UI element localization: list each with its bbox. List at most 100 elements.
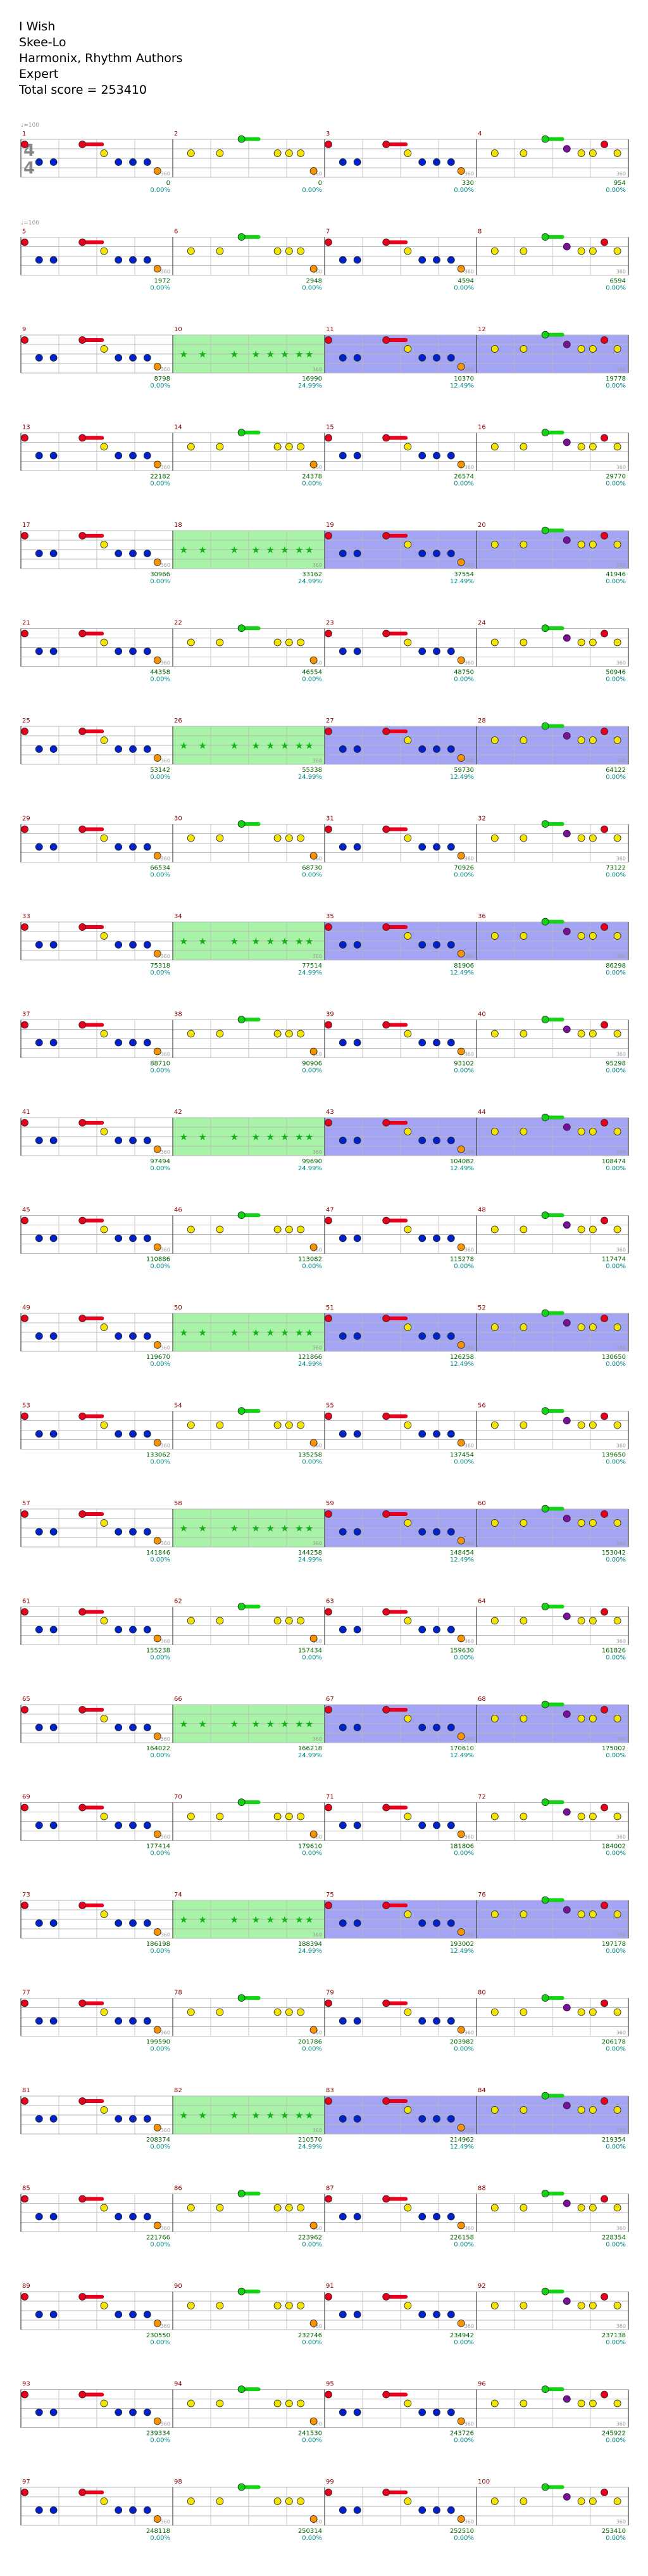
blue-note bbox=[433, 451, 440, 460]
measure-sublabel: 360 bbox=[464, 1149, 474, 1155]
blue-note bbox=[35, 1430, 43, 1438]
purple-note bbox=[563, 1710, 571, 1718]
red-sustain bbox=[82, 2197, 104, 2201]
yellow-note bbox=[490, 2106, 499, 2114]
yellow-note bbox=[404, 2399, 412, 2408]
red-note bbox=[78, 1608, 87, 1616]
measure-sublabel: 360 bbox=[313, 171, 322, 177]
orange-note bbox=[309, 1243, 318, 1251]
measure-number: 47 bbox=[326, 1207, 334, 1214]
yellow-note bbox=[577, 1421, 585, 1429]
measure-percent: 0.00% bbox=[150, 2144, 170, 2150]
blue-note bbox=[447, 2213, 455, 2221]
blue-note bbox=[447, 745, 455, 753]
blue-note bbox=[353, 941, 361, 949]
blue-note bbox=[339, 1137, 347, 1144]
measure-percent: 0.00% bbox=[302, 2437, 322, 2444]
blue-note bbox=[339, 158, 347, 166]
blue-note bbox=[35, 843, 43, 851]
red-note bbox=[325, 2390, 332, 2399]
measure-number: 52 bbox=[478, 1304, 486, 1311]
measure-percent: 24.99% bbox=[298, 2144, 322, 2150]
measure-score: 181806 bbox=[450, 1843, 474, 1850]
measure-number: 2 bbox=[174, 130, 178, 137]
red-sustain bbox=[82, 240, 104, 244]
measure-score: 226158 bbox=[450, 2235, 474, 2242]
yellow-note bbox=[297, 443, 304, 451]
green-note bbox=[541, 820, 549, 828]
yellow-note bbox=[100, 1519, 108, 1527]
red-sustain bbox=[82, 1316, 104, 1320]
yellow-note bbox=[100, 834, 108, 842]
measure-score: 66534 bbox=[150, 865, 170, 872]
purple-note bbox=[563, 2493, 571, 2501]
red-sustain bbox=[82, 1512, 104, 1516]
yellow-note bbox=[577, 1910, 585, 1918]
measure-number: 15 bbox=[326, 424, 334, 431]
measure-number: 55 bbox=[326, 1403, 334, 1410]
purple-note bbox=[563, 341, 571, 348]
green-note bbox=[237, 1603, 246, 1611]
red-sustain bbox=[82, 534, 104, 538]
yellow-note bbox=[187, 2204, 195, 2212]
blue-note bbox=[353, 647, 361, 655]
red-sustain bbox=[82, 2392, 104, 2397]
measure-score: 88710 bbox=[150, 1061, 170, 1068]
red-note bbox=[382, 2195, 390, 2203]
yellow-note bbox=[577, 1323, 585, 1331]
measure-score: 219354 bbox=[602, 2137, 626, 2144]
yellow-note bbox=[520, 1030, 528, 1038]
blue-note bbox=[143, 1821, 151, 1829]
yellow-note bbox=[285, 1812, 293, 1821]
blue-note bbox=[143, 2213, 151, 2221]
yellow-note bbox=[404, 932, 412, 940]
yellow-note bbox=[589, 345, 597, 353]
star-note: ★ bbox=[305, 2109, 313, 2121]
red-sustain bbox=[386, 534, 408, 538]
yellow-note bbox=[613, 345, 621, 353]
star-note: ★ bbox=[230, 1522, 238, 1534]
measure-sublabel: 360 bbox=[464, 171, 474, 177]
blue-note bbox=[49, 2506, 58, 2514]
measure-sublabel: 360 bbox=[616, 660, 626, 666]
blue-note bbox=[115, 1919, 123, 1927]
measure-sublabel: 360 bbox=[616, 562, 626, 568]
measure-sublabel: 360 bbox=[161, 1639, 170, 1645]
orange-note bbox=[457, 559, 465, 566]
measure-score: 203982 bbox=[450, 2039, 474, 2046]
measure-number: 82 bbox=[174, 2087, 182, 2094]
star-note: ★ bbox=[252, 1914, 260, 1925]
measure-percent: 0.00% bbox=[150, 2046, 170, 2053]
measure-score: 237138 bbox=[602, 2332, 626, 2339]
blue-note bbox=[129, 1626, 137, 1634]
yellow-note bbox=[216, 1225, 224, 1234]
red-note bbox=[21, 825, 28, 833]
measure-score: 99690 bbox=[302, 1158, 322, 1165]
red-note bbox=[78, 1412, 87, 1420]
yellow-note bbox=[520, 1910, 528, 1918]
measure-sublabel: 360 bbox=[161, 1541, 170, 1546]
blue-note bbox=[418, 1430, 427, 1438]
measure-number: 79 bbox=[326, 1990, 334, 1997]
orange-note bbox=[457, 1733, 465, 1740]
yellow-note bbox=[577, 247, 585, 255]
star-note: ★ bbox=[198, 348, 206, 360]
star-note: ★ bbox=[252, 348, 260, 360]
blue-note bbox=[353, 1821, 361, 1829]
blue-note bbox=[339, 2408, 347, 2416]
yellow-note bbox=[490, 1128, 499, 1135]
yellow-note bbox=[490, 1323, 499, 1331]
measure-score: 186198 bbox=[146, 1941, 170, 1948]
blue-note bbox=[129, 256, 137, 264]
yellow-note bbox=[577, 541, 585, 548]
purple-note bbox=[563, 634, 571, 642]
blue-note bbox=[35, 745, 43, 753]
measure-percent: 0.00% bbox=[454, 2535, 474, 2542]
blue-note bbox=[433, 745, 440, 753]
red-note bbox=[601, 629, 608, 638]
measure-sublabel: 360 bbox=[161, 171, 170, 177]
measure-score: 133062 bbox=[146, 1452, 170, 1459]
blue-note bbox=[49, 256, 58, 264]
blue-note bbox=[35, 941, 43, 949]
